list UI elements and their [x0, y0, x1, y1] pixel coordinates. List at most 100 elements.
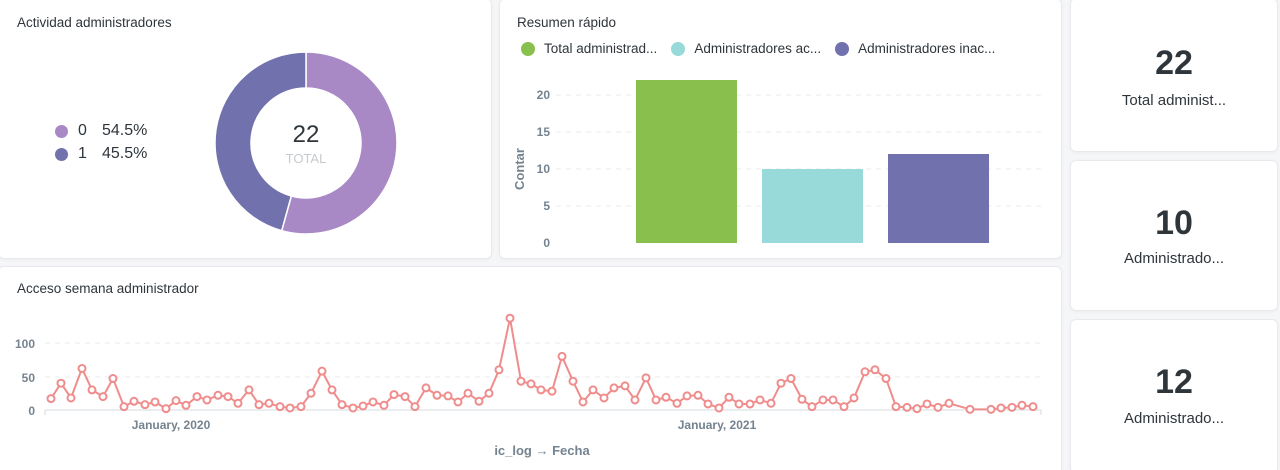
line-point[interactable] [98, 392, 108, 402]
line-point[interactable] [870, 365, 880, 375]
line-point[interactable] [505, 313, 515, 323]
line-point[interactable] [108, 374, 118, 384]
bar-inactive[interactable] [888, 154, 989, 243]
line-point[interactable] [453, 397, 463, 407]
line-point[interactable] [474, 396, 484, 406]
line-point[interactable] [192, 392, 202, 402]
line-point[interactable] [161, 404, 171, 414]
line-point[interactable] [693, 390, 703, 400]
line-point[interactable] [119, 402, 129, 412]
line-point[interactable] [77, 363, 87, 373]
line-point[interactable] [599, 393, 609, 403]
line-point[interactable] [129, 396, 139, 406]
line-point[interactable] [526, 379, 536, 389]
stat-card-inactive[interactable]: 12 Administrado... [1070, 319, 1278, 470]
line-point[interactable] [620, 381, 630, 391]
line-point[interactable] [588, 385, 598, 395]
line-point[interactable] [181, 400, 191, 410]
line-point[interactable] [213, 390, 223, 400]
line-point[interactable] [703, 399, 713, 409]
line-point[interactable] [818, 395, 828, 405]
line-point[interactable] [651, 395, 661, 405]
line-point[interactable] [734, 399, 744, 409]
line-point[interactable] [828, 395, 838, 405]
line-point[interactable] [724, 392, 734, 402]
line-point[interactable] [912, 404, 922, 414]
bar-card-title[interactable]: Resumen rápido [517, 15, 617, 30]
stat-card-total[interactable]: 22 Total administ... [1070, 0, 1278, 152]
donut-slice-0[interactable] [280, 51, 398, 235]
line-point[interactable] [609, 383, 619, 393]
donut-card-title[interactable]: Actividad administradores [17, 15, 172, 30]
line-point[interactable] [432, 390, 442, 400]
line-point[interactable] [87, 385, 97, 395]
line-point[interactable] [171, 396, 181, 406]
line-point[interactable] [755, 395, 765, 405]
line-point[interactable] [1028, 402, 1038, 412]
line-point[interactable] [839, 402, 849, 412]
line-point[interactable] [223, 392, 233, 402]
line-point[interactable] [484, 388, 494, 398]
line-point[interactable] [965, 404, 975, 414]
line-point[interactable] [766, 398, 776, 408]
line-point[interactable] [379, 400, 389, 410]
line-point[interactable] [1017, 400, 1027, 410]
line-point[interactable] [714, 403, 724, 413]
line-point[interactable] [672, 398, 682, 408]
line-point[interactable] [410, 402, 420, 412]
line-point[interactable] [902, 402, 912, 412]
donut-chart[interactable] [0, 0, 492, 259]
line-point[interactable] [317, 366, 327, 376]
line-point[interactable] [494, 365, 504, 375]
bar-legend-item-inactive[interactable]: Administradores inac... [835, 41, 995, 56]
line-point[interactable] [46, 394, 56, 404]
line-chart[interactable]: 100 50 0 January, 2020 January, 2021 ic_… [0, 267, 1062, 470]
line-point[interactable] [1007, 402, 1017, 412]
line-point[interactable] [881, 374, 891, 384]
line-point[interactable] [337, 400, 347, 410]
stat-card-active[interactable]: 10 Administrado... [1070, 160, 1278, 311]
line-point[interactable] [849, 393, 859, 403]
line-point[interactable] [244, 385, 254, 395]
line-point[interactable] [922, 399, 932, 409]
line-point[interactable] [66, 393, 76, 403]
line-point[interactable] [285, 403, 295, 413]
donut-slice-1[interactable] [214, 51, 307, 232]
bar-legend-item-active[interactable]: Administradores ac... [671, 41, 821, 56]
line-point[interactable] [368, 397, 378, 407]
line-point[interactable] [254, 400, 264, 410]
line-point[interactable] [389, 390, 399, 400]
bar-legend-item-total[interactable]: Total administrad... [521, 41, 657, 56]
line-point[interactable] [786, 374, 796, 384]
line-point[interactable] [797, 394, 807, 404]
line-point[interactable] [264, 398, 274, 408]
line-point[interactable] [443, 391, 453, 401]
line-point[interactable] [421, 383, 431, 393]
line-point[interactable] [56, 378, 66, 388]
line-point[interactable] [327, 385, 337, 395]
line-point[interactable] [275, 402, 285, 412]
donut-legend-item-1[interactable]: 1 45.5% [55, 145, 147, 163]
line-point[interactable] [944, 398, 954, 408]
line-point[interactable] [233, 398, 243, 408]
line-point[interactable] [996, 403, 1006, 413]
line-card-title[interactable]: Acceso semana administrador [17, 281, 199, 296]
line-point[interactable] [776, 378, 786, 388]
line-point[interactable] [547, 386, 557, 396]
line-point[interactable] [306, 388, 316, 398]
line-point[interactable] [745, 399, 755, 409]
line-point[interactable] [140, 400, 150, 410]
line-point[interactable] [150, 397, 160, 407]
line-point[interactable] [348, 403, 358, 413]
line-point[interactable] [557, 351, 567, 361]
line-point[interactable] [536, 385, 546, 395]
bar-total[interactable] [636, 80, 737, 243]
line-point[interactable] [860, 367, 870, 377]
donut-legend-item-0[interactable]: 0 54.5% [55, 122, 147, 140]
line-point[interactable] [400, 392, 410, 402]
line-point[interactable] [891, 402, 901, 412]
bar-active[interactable] [762, 169, 863, 243]
line-point[interactable] [463, 388, 473, 398]
line-point[interactable] [578, 397, 588, 407]
line-point[interactable] [630, 395, 640, 405]
